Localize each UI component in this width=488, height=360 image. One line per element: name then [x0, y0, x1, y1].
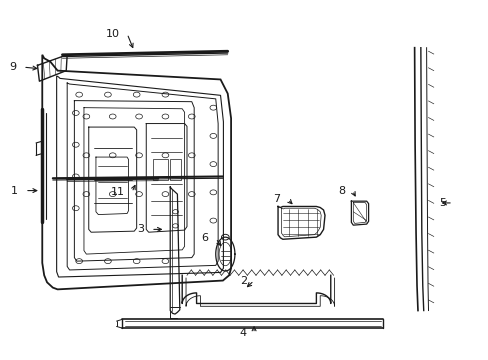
Text: 3: 3	[137, 224, 143, 234]
Text: 5: 5	[438, 198, 445, 208]
Text: 2: 2	[239, 275, 246, 285]
Text: 10: 10	[106, 28, 120, 39]
Text: 8: 8	[337, 186, 345, 195]
Text: 7: 7	[273, 194, 280, 204]
Text: 9: 9	[9, 62, 16, 72]
Text: 4: 4	[239, 328, 246, 338]
Text: 6: 6	[201, 233, 208, 243]
Text: 11: 11	[110, 187, 124, 197]
Text: 1: 1	[11, 186, 18, 195]
